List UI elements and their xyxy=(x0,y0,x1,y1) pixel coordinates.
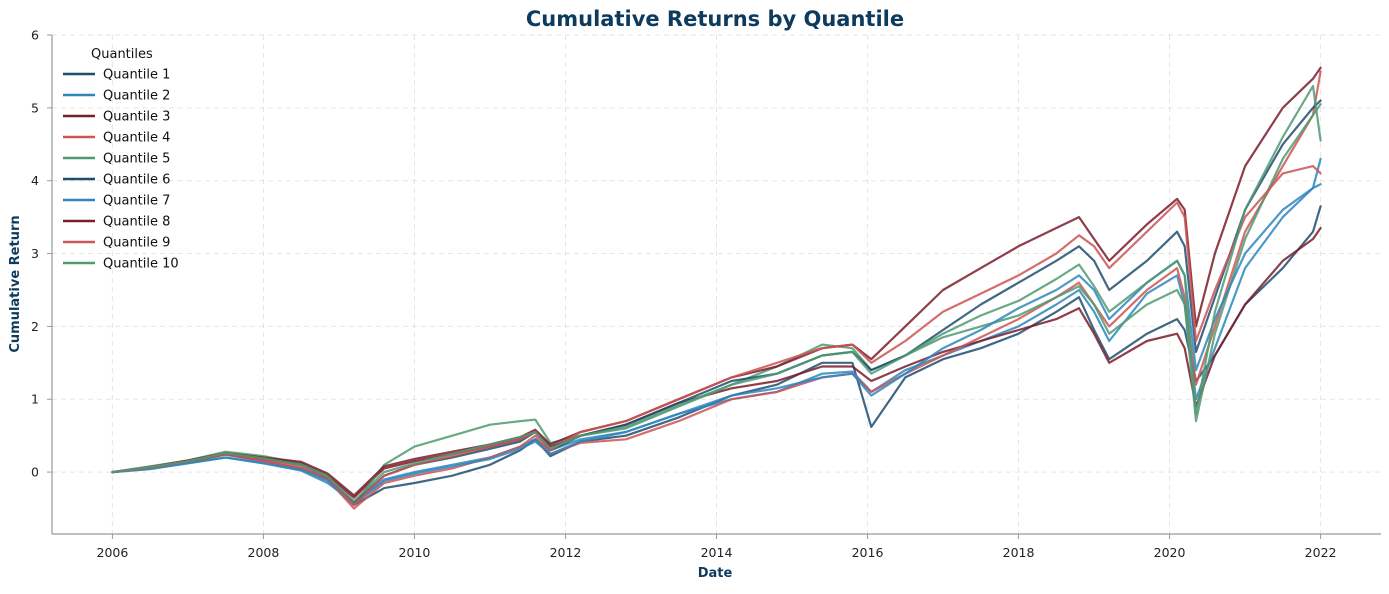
series-lines xyxy=(111,66,1322,510)
x-ticks: 2006 2008 2010 2012 2014 2016 2018 2020 2022 xyxy=(97,534,1337,560)
x-tick-label: 2006 xyxy=(97,545,129,560)
legend-label: Quantile 3 xyxy=(103,110,170,125)
x-tick-label: 2018 xyxy=(1003,545,1035,560)
legend-label: Quantile 5 xyxy=(103,152,170,167)
chart-title: Cumulative Returns by Quantile xyxy=(526,7,904,31)
y-tick-label: 2 xyxy=(31,319,39,334)
series-line-quantile-9 xyxy=(111,165,1322,506)
legend-label: Quantile 4 xyxy=(103,131,170,146)
y-tick-label: 0 xyxy=(31,465,39,480)
x-tick-label: 2016 xyxy=(852,545,884,560)
legend-label: Quantile 8 xyxy=(103,215,170,230)
x-tick-label: 2020 xyxy=(1154,545,1186,560)
legend-title: Quantiles xyxy=(91,47,153,62)
series-line-quantile-3 xyxy=(111,226,1322,499)
x-tick-label: 2014 xyxy=(701,545,733,560)
series-line-quantile-8 xyxy=(111,66,1322,497)
legend-label: Quantile 7 xyxy=(103,194,170,209)
y-tick-label: 6 xyxy=(31,28,39,43)
y-tick-label: 4 xyxy=(31,173,39,188)
legend-label: Quantile 9 xyxy=(103,236,170,251)
y-tick-label: 5 xyxy=(31,100,39,115)
legend-label: Quantile 6 xyxy=(103,173,170,188)
y-tick-label: 3 xyxy=(31,246,39,261)
y-tick-label: 1 xyxy=(31,392,39,407)
y-ticks: 0 1 2 3 4 5 6 xyxy=(31,28,52,480)
x-axis-label: Date xyxy=(698,566,733,581)
legend-label: Quantile 1 xyxy=(103,68,170,83)
legend: Quantiles Quantile 1 Quantile 2 Quantile 3… xyxy=(63,47,179,272)
x-tick-label: 2012 xyxy=(550,545,582,560)
y-axis-label: Cumulative Return xyxy=(8,215,23,352)
legend-label: Quantile 2 xyxy=(103,89,170,104)
x-tick-label: 2010 xyxy=(399,545,431,560)
legend-label: Quantile 10 xyxy=(103,257,179,272)
x-tick-label: 2008 xyxy=(248,545,280,560)
x-tick-label: 2022 xyxy=(1305,545,1337,560)
series-line-quantile-10 xyxy=(111,84,1322,503)
